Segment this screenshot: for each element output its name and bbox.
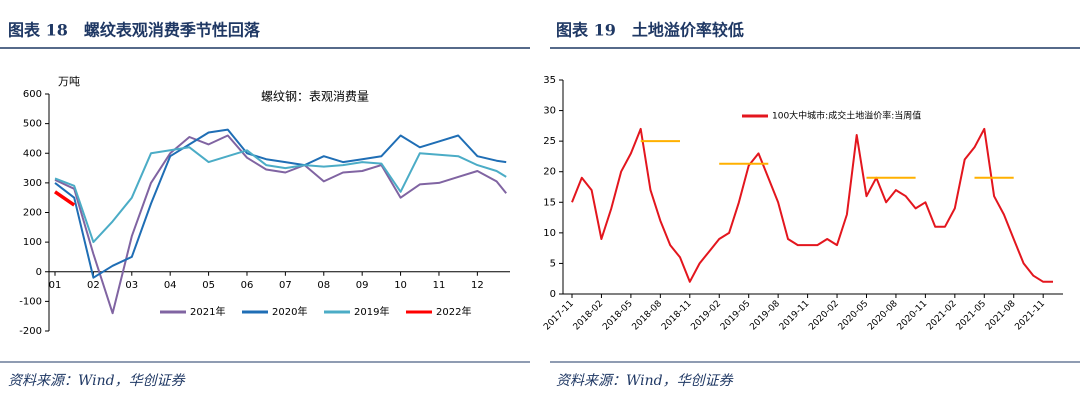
x-tick-label: 2018-05 bbox=[601, 299, 635, 333]
y-tick-label: 500 bbox=[23, 119, 42, 130]
y-tick-label: 0 bbox=[550, 289, 556, 300]
series-line bbox=[54, 146, 507, 244]
legend-label: 2020年 bbox=[272, 305, 307, 318]
series-line bbox=[640, 140, 1014, 179]
y-tick-label: 25 bbox=[543, 136, 556, 147]
x-tick-label: 03 bbox=[125, 280, 138, 291]
series-line bbox=[571, 127, 1053, 283]
x-tick-label: 2018-02 bbox=[572, 299, 606, 333]
legend-label: 2019年 bbox=[354, 305, 389, 318]
legend-label: 2022年 bbox=[436, 305, 471, 318]
x-tick-label: 2018-11 bbox=[660, 299, 694, 333]
x-tick-label: 2021-11 bbox=[1013, 299, 1047, 333]
x-tick-label: 2021-08 bbox=[984, 299, 1018, 333]
x-tick-label: 09 bbox=[356, 280, 369, 291]
x-tick-label: 05 bbox=[202, 280, 215, 291]
y-tick-label: -100 bbox=[19, 296, 42, 307]
y-tick-label: 600 bbox=[23, 89, 42, 100]
y-tick-label: 0 bbox=[36, 267, 42, 278]
legend-label: 100大中城市:成交土地溢价率:当周值 bbox=[772, 110, 921, 122]
x-tick-label: 07 bbox=[279, 280, 292, 291]
x-tick-label: 2017-11 bbox=[542, 299, 576, 333]
y-tick-label: 400 bbox=[23, 148, 42, 159]
x-tick-label: 2019-08 bbox=[748, 299, 782, 333]
y-tick-label: 5 bbox=[550, 258, 556, 269]
y-axis-label: 万吨 bbox=[58, 75, 80, 88]
x-tick-label: 2020-11 bbox=[896, 299, 930, 333]
y-tick-label: -200 bbox=[19, 326, 42, 337]
y-tick-label: 10 bbox=[543, 228, 556, 239]
x-tick-label: 12 bbox=[471, 280, 484, 291]
y-tick-label: 15 bbox=[543, 197, 556, 208]
chart-title: 图表 18 螺纹表观消费季节性回落 bbox=[8, 21, 261, 40]
source: 资料来源：Wind，华创证券 bbox=[8, 373, 186, 389]
legend-label: 2021年 bbox=[190, 305, 225, 318]
x-tick-label: 02 bbox=[87, 280, 100, 291]
x-tick-label: 2021-02 bbox=[925, 299, 959, 333]
source: 资料来源：Wind，华创证券 bbox=[556, 373, 734, 389]
x-tick-label: 11 bbox=[433, 280, 446, 291]
series-line bbox=[54, 134, 507, 315]
x-tick-label: 10 bbox=[394, 280, 407, 291]
x-tick-label: 04 bbox=[164, 280, 177, 291]
y-tick-label: 200 bbox=[23, 208, 42, 219]
x-tick-label: 2020-02 bbox=[807, 299, 841, 333]
y-tick-label: 35 bbox=[543, 75, 556, 86]
x-tick-label: 06 bbox=[241, 280, 254, 291]
y-tick-label: 100 bbox=[23, 237, 42, 248]
x-tick-label: 08 bbox=[317, 280, 330, 291]
x-tick-label: 2020-05 bbox=[837, 299, 871, 333]
x-tick-label: 2021-05 bbox=[955, 299, 989, 333]
x-tick-label: 2019-11 bbox=[778, 299, 812, 333]
chart-title: 图表 19 土地溢价率较低 bbox=[556, 21, 744, 40]
y-tick-label: 300 bbox=[23, 178, 42, 189]
x-tick-label: 2018-08 bbox=[631, 299, 665, 333]
series-line bbox=[54, 128, 507, 279]
y-tick-label: 30 bbox=[543, 106, 556, 117]
x-tick-label: 2020-08 bbox=[866, 299, 900, 333]
x-tick-label: 2019-02 bbox=[689, 299, 723, 333]
annotation: 螺纹钢：表观消费量 bbox=[261, 90, 369, 104]
x-tick-label: 2019-05 bbox=[719, 299, 753, 333]
series-line bbox=[54, 190, 76, 207]
x-tick-label: 01 bbox=[49, 280, 62, 291]
y-tick-label: 20 bbox=[543, 167, 556, 178]
